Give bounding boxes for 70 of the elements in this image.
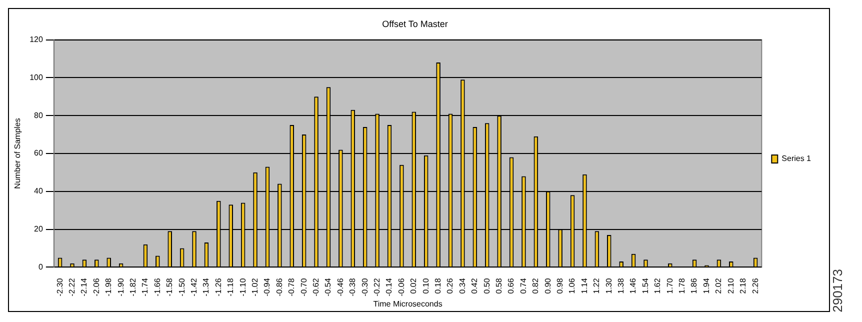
x-tick-label: -2.30 — [55, 278, 64, 296]
x-tick-label: -1.42 — [189, 278, 198, 296]
y-tick-label: 120 — [30, 35, 44, 44]
x-tick-label: -0.54 — [324, 278, 333, 296]
x-tick-label: 0.10 — [421, 278, 430, 294]
x-tick-label: -1.74 — [140, 278, 150, 296]
x-tick-label: -1.98 — [104, 278, 114, 296]
x-tick-label: 0.50 — [482, 278, 492, 294]
x-tick-label: 1.46 — [628, 278, 638, 294]
x-tick-label: -0.06 — [396, 278, 406, 296]
x-tick-label: 1.30 — [604, 278, 614, 294]
x-tick-label: 2.02 — [714, 278, 724, 294]
x-tick-label: 1.86 — [690, 278, 699, 294]
x-tick-label: -1.90 — [116, 278, 126, 296]
x-tick-label: 1.78 — [678, 278, 687, 294]
x-tick-label: -0.38 — [348, 278, 358, 296]
x-tick-label: -1.34 — [202, 278, 211, 296]
x-tick-label: -0.86 — [274, 278, 284, 296]
x-tick-label: -1.50 — [177, 278, 186, 296]
x-tick-label: 2.10 — [726, 278, 736, 294]
x-tick-label: -1.02 — [250, 278, 260, 296]
x-tick-label: -0.30 — [360, 278, 370, 296]
y-tick-label: 0 — [38, 262, 44, 272]
x-tick-label: -0.62 — [311, 278, 320, 296]
y-tick-label: 40 — [34, 186, 44, 196]
x-tick-label: -0.46 — [336, 278, 345, 296]
x-tick-label: 1.62 — [653, 278, 662, 294]
x-tick-label: 1.22 — [592, 278, 602, 294]
y-axis-title: Number of Samples — [13, 118, 22, 189]
x-tick-label: -1.82 — [128, 278, 138, 296]
y-tick-label: 20 — [34, 224, 44, 234]
x-tick-label: -2.06 — [92, 278, 101, 296]
x-tick-label: 2.18 — [738, 278, 748, 294]
y-tick-label: 80 — [34, 110, 44, 120]
x-tick-label: -1.18 — [226, 278, 236, 296]
x-tick-label: -2.22 — [67, 278, 76, 296]
x-axis-title: Time Microseconds — [373, 299, 442, 308]
x-tick-label: 0.42 — [470, 278, 480, 294]
x-tick-label: -0.70 — [299, 278, 308, 296]
x-tick-label: -0.22 — [372, 278, 382, 296]
x-tick-label: 1.06 — [568, 278, 577, 294]
y-tick-label: 60 — [34, 148, 44, 158]
x-tick-label: 1.14 — [580, 278, 589, 294]
x-tick-label: 0.66 — [506, 278, 516, 294]
x-tick-label: -1.58 — [165, 278, 174, 296]
x-tick-label: 0.34 — [458, 278, 467, 294]
x-tick-label: -0.94 — [262, 278, 272, 296]
x-tick-label: 0.98 — [556, 278, 565, 294]
x-tick-label: 0.58 — [494, 278, 504, 294]
x-tick-label: 0.26 — [446, 278, 455, 294]
y-tick-label: 100 — [30, 72, 44, 82]
x-tick-label: -1.66 — [152, 278, 162, 296]
x-tick-label: -0.78 — [287, 278, 296, 296]
x-tick-label: 2.26 — [750, 278, 760, 294]
x-tick-label: 0.18 — [434, 278, 443, 294]
x-tick-label: -2.14 — [80, 278, 89, 296]
x-tick-label: -1.10 — [238, 278, 248, 296]
x-tick-label: 0.82 — [531, 278, 540, 294]
x-tick-label: 0.90 — [543, 278, 552, 294]
x-tick-label: -1.26 — [214, 278, 223, 296]
x-tick-label: -0.14 — [384, 278, 394, 296]
x-tick-label: 0.02 — [409, 278, 418, 294]
chart-title: Offset To Master — [382, 18, 448, 29]
x-tick-label: 0.74 — [518, 278, 528, 294]
legend-label: Series 1 — [782, 154, 812, 164]
text: 290173 — [830, 268, 846, 312]
x-tick-label: 1.70 — [665, 278, 674, 294]
x-tick-label: 1.94 — [702, 278, 711, 294]
x-tick-label: 1.54 — [640, 278, 650, 294]
x-tick-label: 1.38 — [616, 278, 626, 294]
